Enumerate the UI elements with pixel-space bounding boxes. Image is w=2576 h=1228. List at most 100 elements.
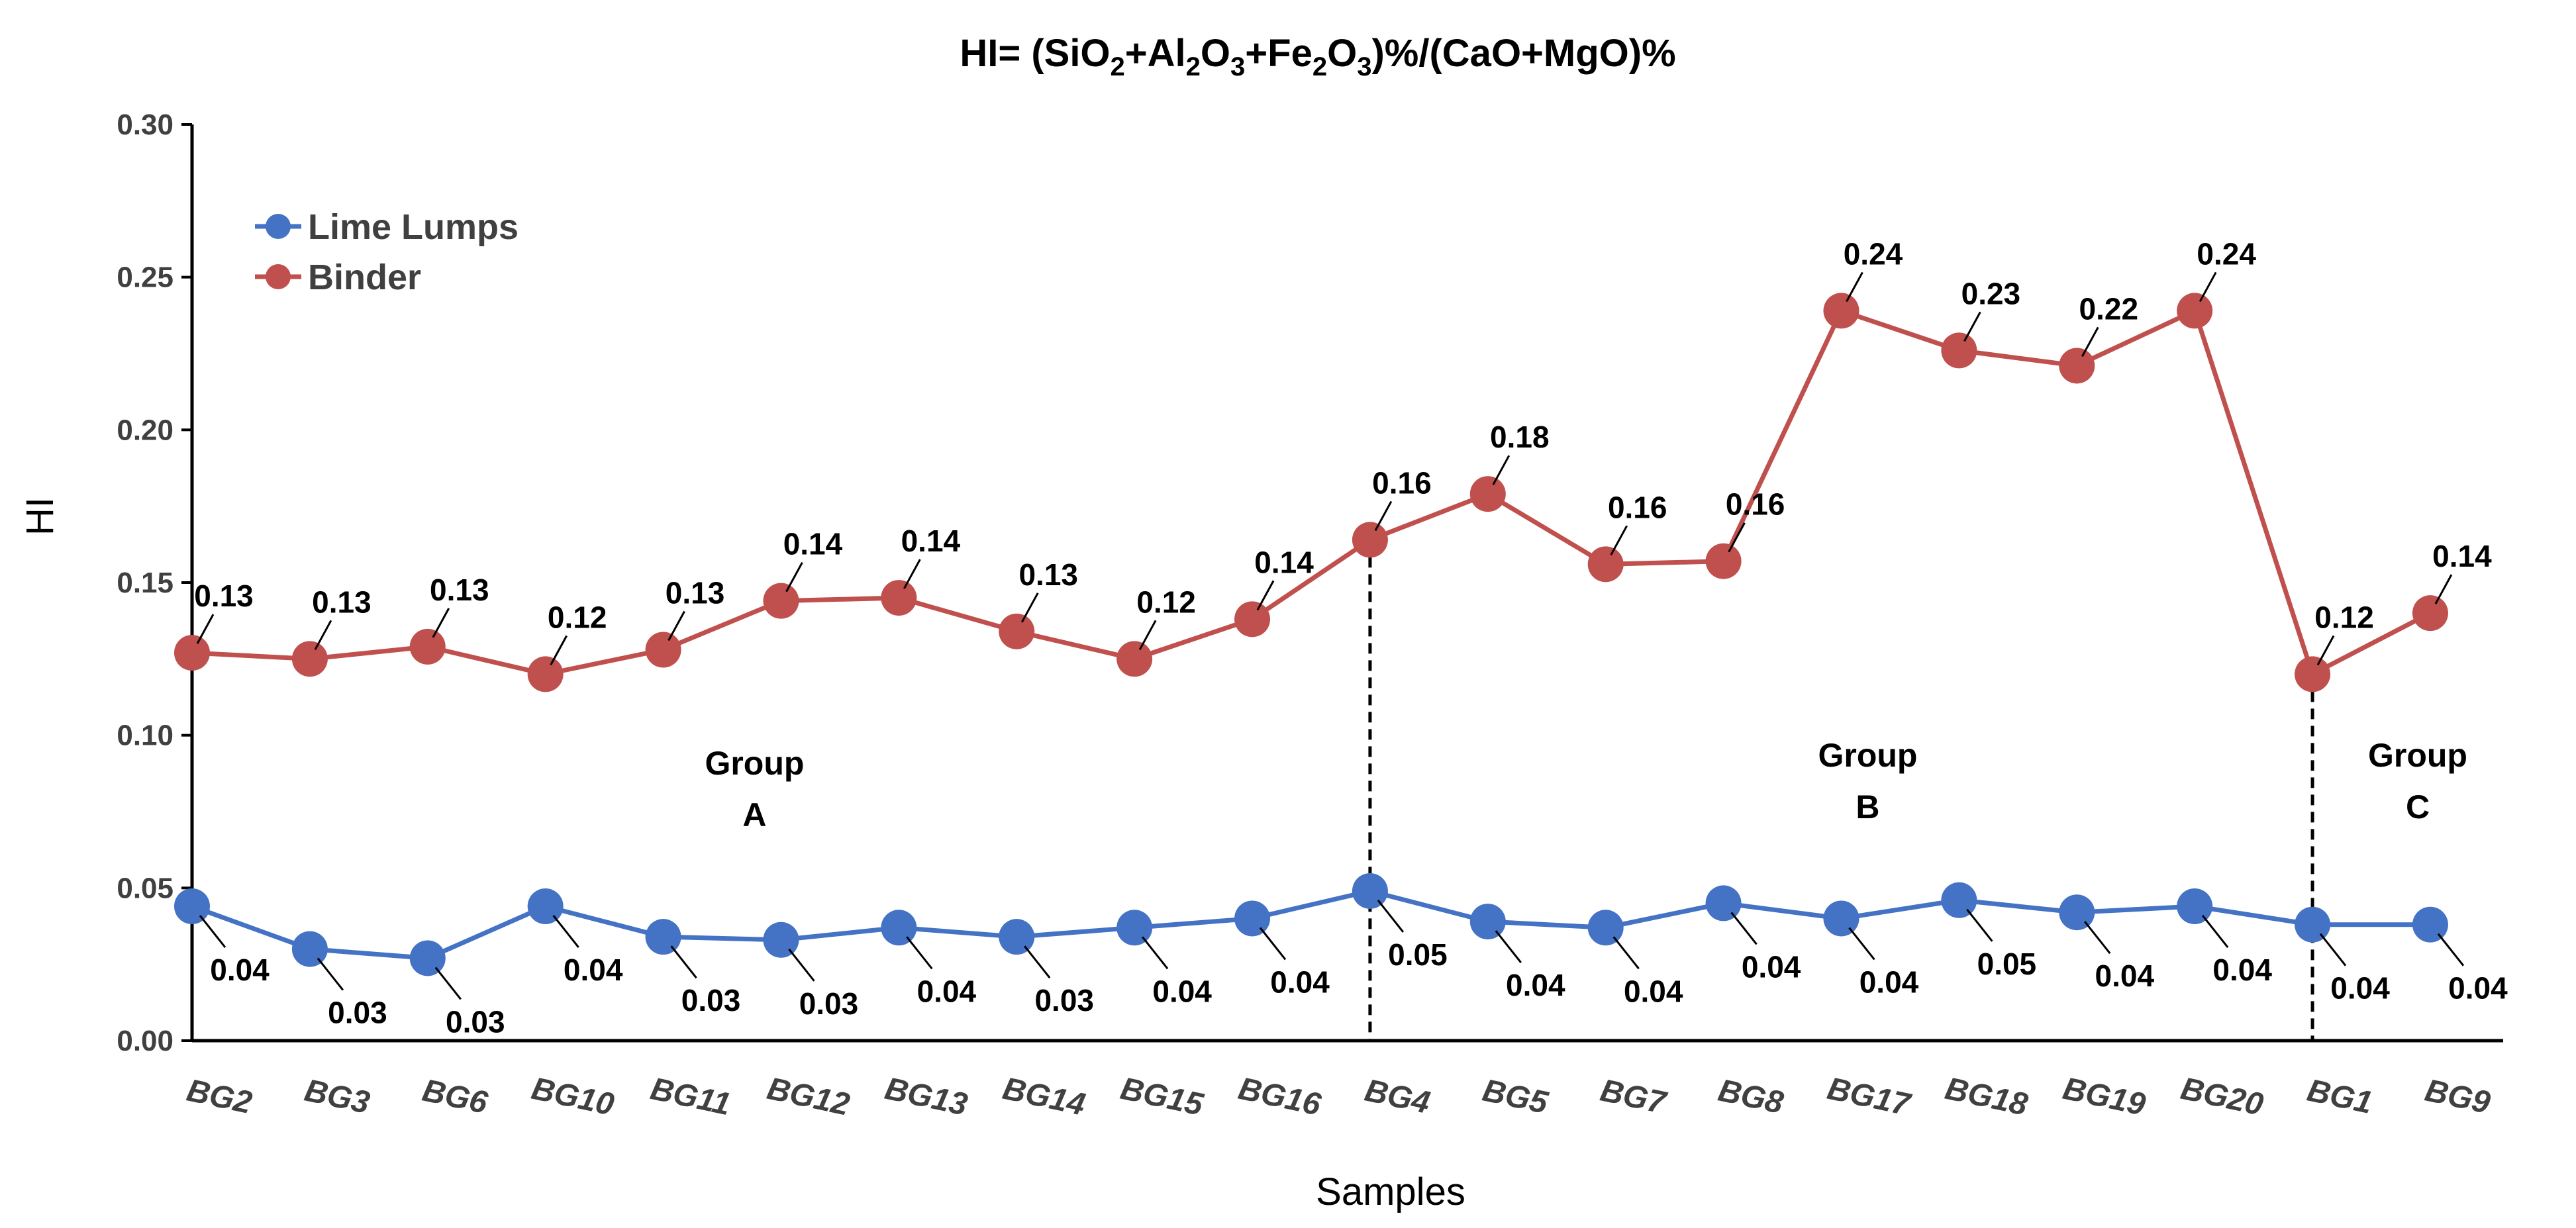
legend[interactable]: Lime Lumps Binder bbox=[255, 207, 519, 297]
data-point[interactable] bbox=[2412, 595, 2448, 632]
leader-line bbox=[2434, 574, 2453, 604]
leader-line bbox=[1256, 580, 1275, 611]
leader-line bbox=[1963, 311, 1981, 342]
x-tick-label: BG1 bbox=[2304, 1073, 2375, 1121]
data-point[interactable] bbox=[1705, 885, 1742, 921]
data-point[interactable] bbox=[1587, 546, 1624, 583]
data-point[interactable] bbox=[763, 583, 799, 619]
data-point[interactable] bbox=[2177, 293, 2213, 329]
leader-line bbox=[2201, 915, 2229, 948]
group-label: Group bbox=[2368, 737, 2467, 774]
data-point[interactable] bbox=[1116, 641, 1153, 677]
leader-line bbox=[1846, 271, 1863, 303]
y-tick-label: 0.30 bbox=[117, 109, 173, 141]
data-label: 0.13 bbox=[430, 573, 489, 607]
data-point[interactable] bbox=[1823, 293, 1859, 329]
data-point[interactable] bbox=[881, 580, 917, 616]
data-point[interactable] bbox=[527, 656, 564, 692]
title-part: 3 bbox=[1230, 52, 1245, 81]
data-point[interactable] bbox=[2412, 906, 2448, 943]
title-part: O bbox=[1327, 32, 1357, 75]
data-point[interactable] bbox=[2059, 894, 2095, 931]
data-label: 0.24 bbox=[1844, 236, 1903, 271]
x-tick-label: BG18 bbox=[1942, 1071, 2031, 1123]
data-point[interactable] bbox=[2059, 348, 2095, 384]
group-label: Group bbox=[1818, 737, 1917, 774]
data-label: 0.03 bbox=[799, 986, 859, 1021]
data-point[interactable] bbox=[1469, 476, 1506, 512]
data-point[interactable] bbox=[2295, 906, 2331, 943]
data-point[interactable] bbox=[291, 641, 328, 677]
leader-line bbox=[1730, 912, 1758, 945]
data-point[interactable] bbox=[763, 921, 799, 958]
leader-line bbox=[317, 957, 344, 991]
data-point[interactable] bbox=[1352, 522, 1388, 558]
data-label: 0.05 bbox=[1977, 947, 2037, 981]
data-label: 0.03 bbox=[1034, 983, 1094, 1017]
leader-line bbox=[2084, 921, 2111, 955]
data-label: 0.03 bbox=[446, 1004, 505, 1039]
data-point[interactable] bbox=[1469, 904, 1506, 940]
leader-line bbox=[1138, 620, 1157, 651]
data-point[interactable] bbox=[881, 910, 917, 946]
leader-line bbox=[552, 915, 579, 948]
group-dividers bbox=[1368, 540, 2314, 1041]
leader-line bbox=[668, 610, 685, 641]
legend-item-binder[interactable]: Binder bbox=[255, 258, 421, 297]
data-point[interactable] bbox=[2295, 656, 2331, 692]
data-label: 0.04 bbox=[917, 974, 977, 1008]
leader-line bbox=[2081, 326, 2099, 357]
title-part: )%/(CaO+MgO)% bbox=[1371, 32, 1675, 75]
y-tick-label: 0.15 bbox=[117, 567, 173, 599]
leader-line bbox=[196, 614, 215, 644]
data-point[interactable] bbox=[1823, 900, 1859, 937]
x-tick-label: BG10 bbox=[528, 1071, 617, 1123]
data-point[interactable] bbox=[409, 628, 446, 665]
data-point[interactable] bbox=[645, 919, 681, 955]
leader-line bbox=[1377, 900, 1405, 933]
leader-line bbox=[1848, 927, 1875, 961]
data-point[interactable] bbox=[1116, 910, 1153, 946]
data-point[interactable] bbox=[291, 931, 328, 967]
series-binder bbox=[174, 293, 2448, 692]
leader-line bbox=[788, 948, 815, 982]
leader-line bbox=[1610, 525, 1628, 556]
y-axis-label: HI bbox=[19, 497, 62, 536]
leader-line bbox=[314, 620, 332, 651]
data-point[interactable] bbox=[1941, 882, 1977, 918]
data-point[interactable] bbox=[1705, 543, 1742, 579]
data-point[interactable] bbox=[174, 635, 210, 671]
series-layer bbox=[174, 293, 2448, 976]
leader-line bbox=[1966, 908, 1993, 942]
data-point[interactable] bbox=[174, 888, 210, 925]
data-point[interactable] bbox=[999, 613, 1035, 649]
series-line bbox=[191, 307, 2432, 678]
data-label: 0.12 bbox=[548, 600, 607, 634]
data-point[interactable] bbox=[1587, 910, 1624, 946]
data-point[interactable] bbox=[1234, 900, 1271, 937]
leader-line bbox=[785, 561, 803, 592]
data-label: 0.04 bbox=[210, 953, 270, 987]
data-point[interactable] bbox=[2177, 888, 2213, 925]
legend-label: Binder bbox=[308, 258, 421, 297]
x-tick-label: BG14 bbox=[1000, 1071, 1089, 1123]
data-point[interactable] bbox=[1941, 332, 1977, 369]
data-point[interactable] bbox=[1234, 601, 1271, 638]
data-point[interactable] bbox=[1352, 873, 1388, 909]
data-label: 0.12 bbox=[2314, 600, 2374, 634]
data-labels: 0.04 0.03 0.03 0.04 0.03 0.03 0.04 0.03 0.04 0.04… bbox=[194, 236, 2508, 1039]
title-part: +Al bbox=[1125, 32, 1186, 75]
leader-line bbox=[2437, 933, 2465, 967]
legend-item-lime-lumps[interactable]: Lime Lumps bbox=[255, 207, 519, 247]
y-tick-label: 0.25 bbox=[117, 261, 173, 294]
data-point[interactable] bbox=[409, 940, 446, 976]
leader-line bbox=[2316, 635, 2335, 666]
data-label: 0.04 bbox=[2448, 971, 2508, 1006]
data-point[interactable] bbox=[645, 632, 681, 668]
data-point[interactable] bbox=[527, 888, 564, 925]
legend-label: Lime Lumps bbox=[308, 207, 519, 247]
data-point[interactable] bbox=[999, 919, 1035, 955]
leader-line bbox=[2199, 271, 2217, 303]
leader-line bbox=[1492, 455, 1511, 485]
